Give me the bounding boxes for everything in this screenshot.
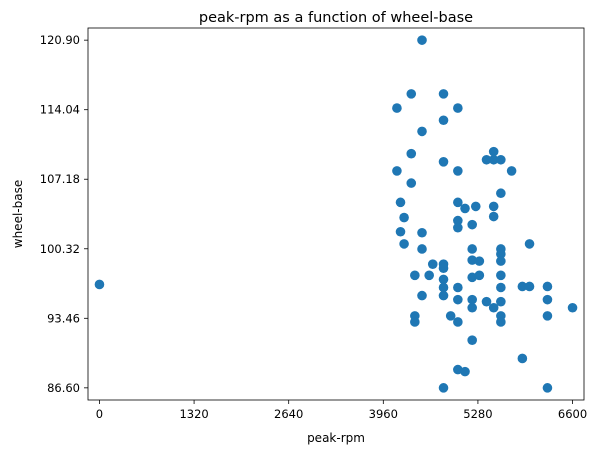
- scatter-point: [410, 317, 420, 327]
- scatter-point: [467, 294, 477, 305]
- x-tick-label: 5280: [463, 407, 492, 421]
- y-tick-label: 120.90: [40, 33, 80, 47]
- scatter-point: [406, 178, 417, 188]
- scatter-point: [496, 296, 506, 307]
- scatter-point: [417, 227, 427, 238]
- scatter-point: [524, 239, 535, 249]
- scatter-point: [496, 188, 506, 199]
- scatter-point: [392, 166, 402, 176]
- scatter-point: [496, 270, 506, 281]
- chart-title: peak-rpm as a function of wheel-base: [199, 10, 473, 26]
- scatter-point: [395, 197, 406, 208]
- scatter-point: [467, 244, 477, 254]
- scatter-point: [460, 203, 470, 214]
- scatter-point: [94, 279, 105, 290]
- y-tick-label: 114.04: [40, 103, 80, 117]
- y-tick-label: 93.46: [47, 311, 80, 325]
- y-tick-label: 86.60: [47, 381, 80, 395]
- scatter-point: [496, 154, 506, 165]
- scatter-point: [506, 166, 517, 176]
- scatter-point: [524, 281, 535, 292]
- x-tick-label: 6600: [558, 407, 587, 421]
- data-points: [94, 35, 578, 393]
- scatter-point: [399, 239, 409, 249]
- scatter-point: [438, 274, 449, 285]
- scatter-point: [395, 226, 406, 237]
- scatter-point: [496, 317, 506, 327]
- scatter-point: [453, 197, 463, 208]
- scatter-point: [542, 281, 553, 292]
- scatter-point: [453, 215, 463, 226]
- scatter-point: [453, 282, 463, 293]
- scatter-point: [542, 311, 553, 321]
- scatter-point: [453, 294, 463, 305]
- scatter-point: [438, 263, 449, 274]
- scatter-point: [399, 212, 409, 223]
- scatter-point: [488, 211, 499, 222]
- scatter-point: [438, 115, 449, 126]
- scatter-point: [424, 270, 434, 281]
- scatter-point: [488, 146, 499, 157]
- scatter-point: [392, 103, 402, 113]
- scatter-point: [438, 156, 449, 167]
- scatter-point: [467, 219, 477, 230]
- scatter-point: [481, 154, 492, 165]
- x-tick-label: 0: [96, 407, 103, 421]
- scatter-point: [517, 353, 528, 364]
- x-tick-label: 3960: [369, 407, 398, 421]
- scatter-point: [481, 296, 492, 307]
- scatter-point: [488, 154, 499, 165]
- scatter-point: [542, 294, 553, 305]
- scatter-point: [496, 249, 506, 259]
- scatter-point: [453, 103, 463, 113]
- y-axis-label: wheel-base: [11, 180, 25, 248]
- scatter-point: [438, 290, 449, 301]
- scatter-point: [410, 270, 420, 281]
- scatter-point: [567, 302, 578, 313]
- scatter-point: [438, 89, 449, 99]
- scatter-point: [417, 290, 427, 301]
- scatter-point: [488, 302, 499, 313]
- scatter-point: [417, 244, 427, 254]
- scatter-point: [467, 255, 477, 265]
- scatter-point: [470, 201, 481, 212]
- scatter-point: [427, 259, 438, 269]
- scatter-point: [438, 282, 449, 293]
- x-axis-ticks: 0 1320 2640 3960 5280 6600: [96, 400, 587, 421]
- y-axis-ticks: 86.60 93.46 100.32 107.18 114.04 120.90: [40, 33, 88, 395]
- scatter-point: [496, 282, 506, 293]
- scatter-point: [417, 126, 427, 137]
- scatter-point: [467, 302, 477, 313]
- y-tick-label: 100.32: [40, 242, 80, 256]
- scatter-point: [474, 270, 485, 281]
- scatter-point: [445, 311, 456, 321]
- scatter-point: [467, 335, 477, 345]
- scatter-point: [460, 366, 470, 377]
- x-axis-label: peak-rpm: [307, 431, 365, 445]
- scatter-point: [453, 317, 463, 327]
- scatter-point: [453, 166, 463, 176]
- y-tick-label: 107.18: [40, 172, 80, 186]
- plot-area-frame: [87, 27, 585, 401]
- scatter-point: [517, 281, 528, 292]
- scatter-point: [453, 222, 463, 233]
- scatter-point: [438, 383, 449, 393]
- scatter-point: [488, 201, 499, 212]
- scatter-point: [542, 383, 553, 393]
- x-tick-label: 2640: [274, 407, 303, 421]
- x-tick-label: 1320: [179, 407, 208, 421]
- scatter-point: [474, 256, 485, 266]
- scatter-point: [417, 35, 427, 45]
- scatter-point: [496, 256, 506, 266]
- scatter-point: [406, 89, 417, 99]
- scatter-point: [406, 148, 417, 159]
